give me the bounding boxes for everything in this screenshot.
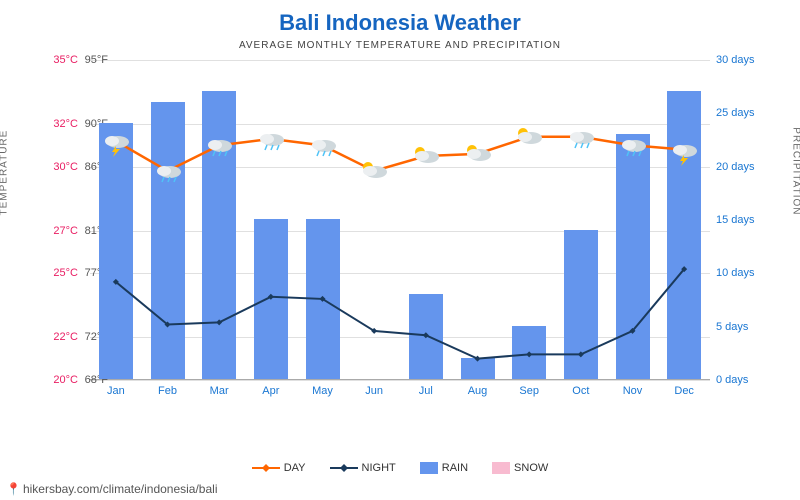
chart-subtitle: AVERAGE MONTHLY TEMPERATURE AND PRECIPIT… xyxy=(0,36,800,51)
ytick-precip: 0 days xyxy=(716,374,776,386)
gridline xyxy=(90,60,710,61)
legend-item: RAIN xyxy=(420,462,468,474)
gridline xyxy=(90,380,710,381)
weather-icon xyxy=(462,142,494,166)
weather-icon xyxy=(513,125,545,149)
precip-bar xyxy=(254,219,288,379)
ytick-precip: 30 days xyxy=(716,54,776,66)
legend-label: DAY xyxy=(284,462,306,474)
legend-item: NIGHT xyxy=(330,462,396,474)
ytick-precip: 15 days xyxy=(716,214,776,226)
xtick-month: Aug xyxy=(452,385,504,397)
precip-bar xyxy=(564,230,598,379)
legend-item: SNOW xyxy=(492,462,548,474)
ytick-celsius: 20°C xyxy=(38,374,78,386)
xtick-month: Apr xyxy=(245,385,297,397)
pin-icon: 📍 xyxy=(6,482,21,496)
xtick-month: Nov xyxy=(607,385,659,397)
xtick-month: Jun xyxy=(348,385,400,397)
xtick-month: Jan xyxy=(90,385,142,397)
footer-url: hikersbay.com/climate/indonesia/bali xyxy=(23,482,218,496)
precip-bar xyxy=(512,326,546,379)
ytick-fahrenheit: 95°F xyxy=(80,54,108,66)
weather-icon xyxy=(307,133,339,157)
left-axis-title: TEMPERATURE xyxy=(0,130,10,216)
legend-label: SNOW xyxy=(514,462,548,474)
precip-bar xyxy=(202,91,236,379)
ytick-celsius: 27°C xyxy=(38,225,78,237)
precip-bar xyxy=(461,358,495,379)
precip-bar xyxy=(409,294,443,379)
ytick-precip: 5 days xyxy=(716,321,776,333)
precip-bar xyxy=(306,219,340,379)
chart-title: Bali Indonesia Weather xyxy=(0,0,800,36)
legend-item: DAY xyxy=(252,462,306,474)
xtick-month: May xyxy=(297,385,349,397)
ytick-precip: 10 days xyxy=(716,267,776,279)
xtick-month: Oct xyxy=(555,385,607,397)
ytick-celsius: 30°C xyxy=(38,161,78,173)
ytick-celsius: 35°C xyxy=(38,54,78,66)
xtick-month: Feb xyxy=(142,385,194,397)
ytick-precip: 20 days xyxy=(716,161,776,173)
weather-icon xyxy=(255,127,287,151)
xtick-month: Sep xyxy=(503,385,555,397)
ytick-celsius: 25°C xyxy=(38,267,78,279)
precip-bar xyxy=(151,102,185,379)
xtick-month: Jul xyxy=(400,385,452,397)
weather-icon xyxy=(358,159,390,183)
ytick-precip: 25 days xyxy=(716,107,776,119)
legend-label: NIGHT xyxy=(362,462,396,474)
weather-icon xyxy=(565,125,597,149)
plot-area: 35°C95°F32°C90°F30°C86°F27°C81°F25°C77°F… xyxy=(90,60,710,380)
ytick-celsius: 32°C xyxy=(38,118,78,130)
xtick-month: Dec xyxy=(658,385,710,397)
precip-bar xyxy=(667,91,701,379)
legend-label: RAIN xyxy=(442,462,468,474)
weather-icon xyxy=(410,144,442,168)
precip-bar xyxy=(99,123,133,379)
precip-bar xyxy=(616,134,650,379)
right-axis-title: PRECIPITATION xyxy=(791,127,800,215)
chart-container: TEMPERATURE PRECIPITATION 35°C95°F32°C90… xyxy=(0,50,800,430)
ytick-celsius: 22°C xyxy=(38,331,78,343)
legend: DAY NIGHT RAIN SNOW xyxy=(0,462,800,474)
xtick-month: Mar xyxy=(193,385,245,397)
footer-attribution: 📍hikersbay.com/climate/indonesia/bali xyxy=(6,482,218,496)
